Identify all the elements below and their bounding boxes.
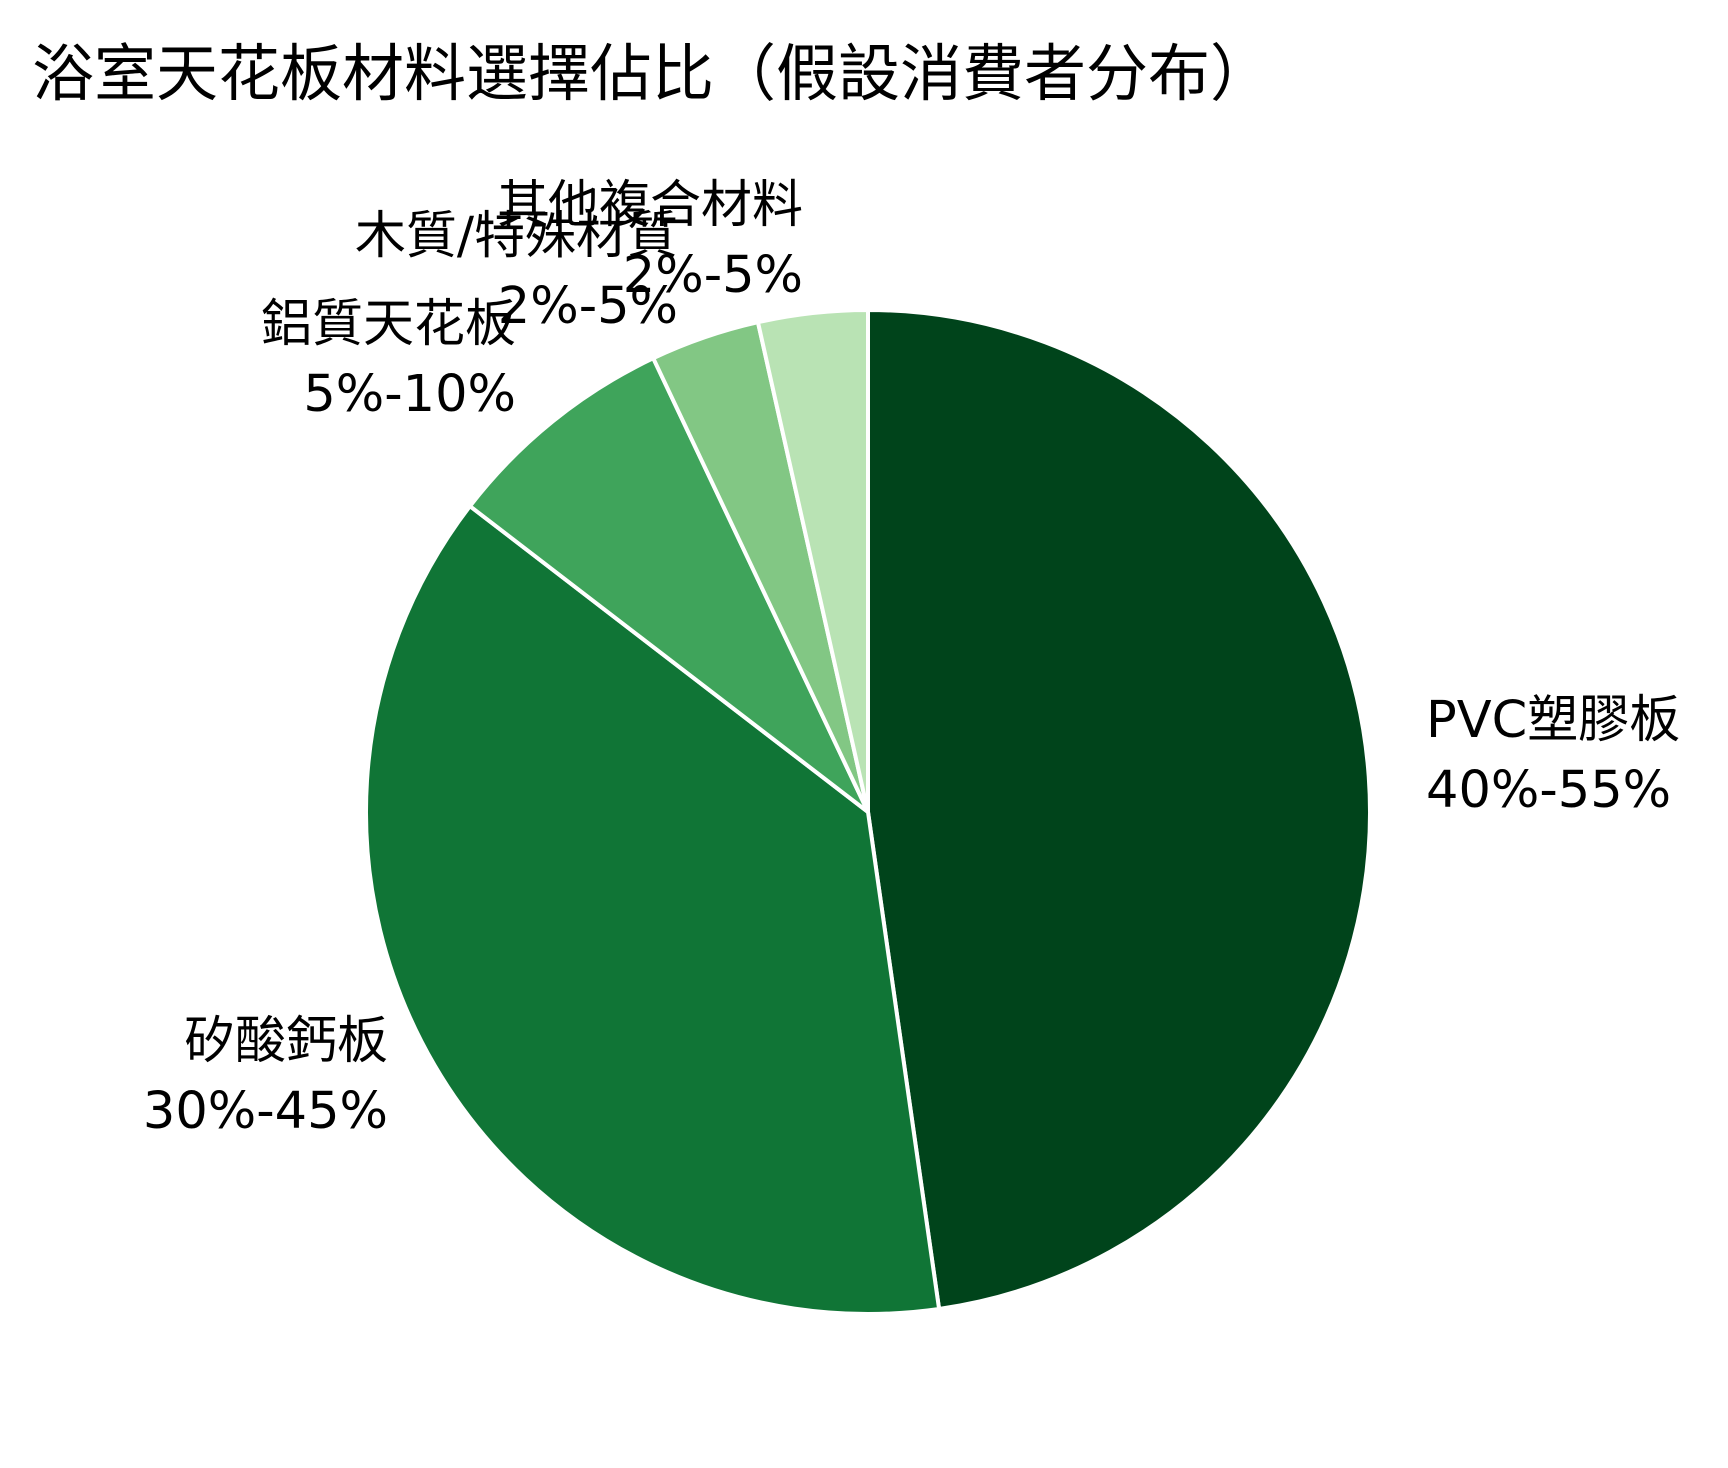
pie-slice [364,503,942,1316]
pie-slice [467,355,870,814]
slice-range: 30%-45% [143,1082,388,1141]
slice-label: 矽酸鈣板 [184,1012,388,1071]
slice-range: 2%-5% [623,246,803,305]
slice-range: 2%-5% [498,277,678,336]
slice-range: 40%-55% [1426,761,1671,820]
pie-slice [755,307,870,813]
chart-title: 浴室天花板材料選擇佔比（假設消費者分布） [32,37,1272,110]
slice-range: 5%-10% [303,365,516,424]
slice-label: PVC塑膠板 [1426,691,1680,750]
slice-label: 鋁質天花板 [261,295,516,354]
slice-label: 木質/特殊材質 [355,207,678,266]
slice-label: 其他複合材料 [497,176,803,235]
pie-slice [866,307,1372,1312]
